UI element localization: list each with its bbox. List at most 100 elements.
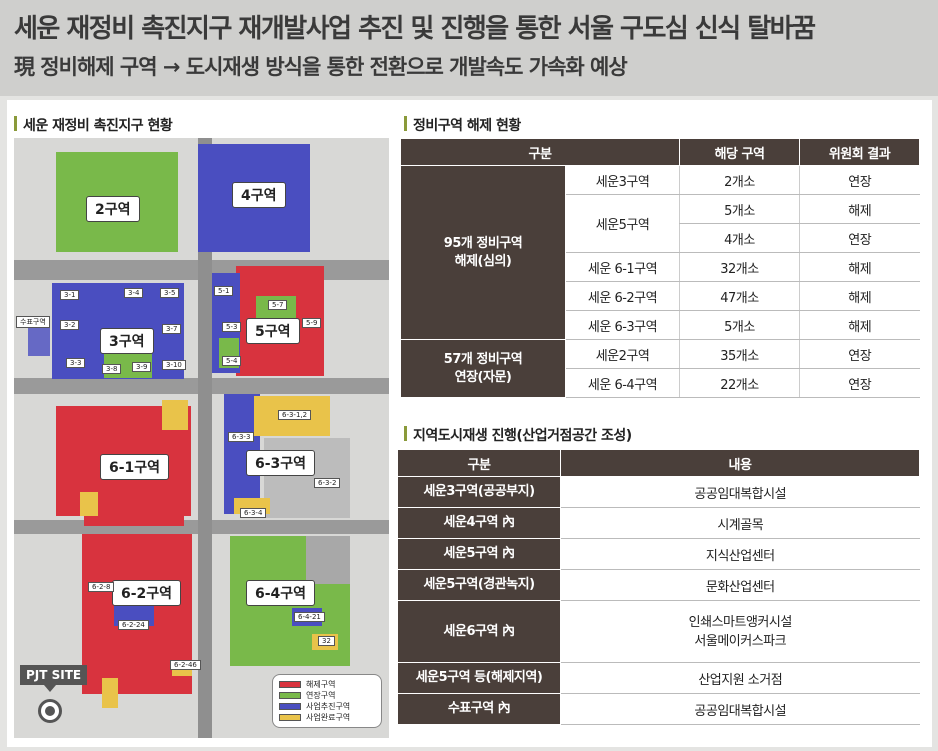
sub-label: 6-2-46 — [170, 660, 201, 670]
zone-label-6-4: 6-4구역 — [246, 580, 316, 606]
col-header: 구분 — [397, 449, 561, 477]
table-row: 수표구역 內 공공임대복합시설 — [397, 693, 920, 725]
table-row: 세운 6-1구역 32개소 해제 — [401, 252, 920, 282]
zone-6-1-yellow — [162, 400, 188, 430]
legend-label: 사업추진구역 — [306, 702, 351, 711]
zone-6-2-yellow2 — [172, 666, 192, 676]
legend-label: 사업완료구역 — [306, 713, 351, 722]
subheadline: 現 정비해제 구역 → 도시재생 방식을 통한 전환으로 개발속도 가속화 예상 — [14, 55, 628, 79]
cell: 세운5구역 — [565, 194, 680, 253]
legend-item: 사업완료구역 — [279, 712, 375, 723]
cell: 세운 6-2구역 — [565, 281, 680, 311]
col-header: 구분 — [400, 138, 680, 166]
sub-label: 6-2-8 — [88, 582, 115, 592]
group-label: 95개 정비구역 해제(심의) — [400, 165, 566, 340]
cell: 연장 — [799, 368, 920, 398]
sub-label: 6-3-4 — [240, 508, 267, 518]
cell: 35개소 — [679, 339, 800, 369]
regeneration-table: 구분 내용 세운3구역(공공부지) 공공임대복합시설 세운4구역 內 시계골목 세운… — [397, 449, 920, 725]
map-legend: 해제구역 연장구역 사업추진구역 사업완료구역 — [272, 674, 382, 728]
cell: 지식산업센터 — [560, 538, 920, 570]
road — [198, 138, 212, 738]
sub-label: 32 — [318, 636, 335, 646]
table-row: 세운6구역 內 인쇄스마트앵커시설 서울메이커스파크 — [397, 600, 920, 663]
table-row: 세운3구역(공공부지) 공공임대복합시설 — [397, 476, 920, 508]
table-row: 세운 6-3구역 5개소 해제 — [401, 310, 920, 340]
table-row: 세운5구역(경관녹지) 문화산업센터 — [397, 569, 920, 601]
col-header: 내용 — [560, 449, 920, 477]
col-header: 위원회 결과 — [799, 138, 920, 166]
cell: 세운 6-3구역 — [565, 310, 680, 340]
cell: 연장 — [799, 165, 920, 195]
zone-6-1-block-lower — [84, 516, 184, 526]
cell: 연장 — [799, 339, 920, 369]
cell: 세운2구역 — [565, 339, 680, 369]
sub-label: 3-3 — [66, 358, 86, 368]
legend-swatch-yellow — [279, 714, 301, 721]
row-label: 세운5구역 등(해제지역) — [397, 662, 561, 694]
table1-title: 정비구역 해제 현황 — [404, 115, 521, 135]
cell: 해제 — [799, 281, 920, 311]
sub-label: 6-3-1,2 — [278, 410, 312, 420]
release-status-table: 구분 해당 구역 위원회 결과 95개 정비구역 해제(심의) 세운3구역 2개… — [400, 138, 920, 398]
sub-label: 3-1 — [60, 290, 80, 300]
zone-label-6-1: 6-1구역 — [100, 454, 170, 480]
cell: 인쇄스마트앵커시설 서울메이커스파크 — [560, 600, 920, 663]
cell: 47개소 — [679, 281, 800, 311]
legend-swatch-blue — [279, 703, 301, 710]
row-label: 세운3구역(공공부지) — [397, 476, 561, 508]
row-label: 수표구역 內 — [397, 693, 561, 725]
table2-title: 지역도시재생 진행(산업거점공간 조성) — [404, 425, 632, 445]
map-section-title: 세운 재정비 촉진지구 현황 — [14, 115, 173, 135]
table-row: 세운 6-4구역 22개소 연장 — [401, 368, 920, 398]
sub-label: 5-7 — [268, 300, 288, 310]
row-label: 세운6구역 內 — [397, 600, 561, 663]
cell: 시계골목 — [560, 507, 920, 539]
cell: 22개소 — [679, 368, 800, 398]
table-row: 4개소 연장 — [401, 223, 920, 253]
legend-label: 해제구역 — [306, 680, 336, 689]
sub-label: 3-4 — [124, 288, 144, 298]
legend-item: 해제구역 — [279, 679, 375, 690]
cell: 32개소 — [679, 252, 800, 282]
table-row: 세운5구역 內 지식산업센터 — [397, 538, 920, 570]
cell: 해제 — [799, 310, 920, 340]
row-label: 세운4구역 內 — [397, 507, 561, 539]
group-label: 57개 정비구역 연장(자문) — [400, 339, 566, 398]
zone-6-4-grey — [306, 536, 350, 584]
cell: 공공임대복합시설 — [560, 476, 920, 508]
table-row: 세운4구역 內 시계골목 — [397, 507, 920, 539]
legend-swatch-green — [279, 692, 301, 699]
zone-6-1-yellow2 — [80, 492, 98, 516]
sub-label: 6-3-2 — [314, 478, 341, 488]
sub-label: 5-1 — [214, 286, 234, 296]
cell: 산업지원 소거점 — [560, 662, 920, 694]
location-pin-icon — [38, 699, 62, 723]
zone-6-2-yellow — [102, 678, 118, 708]
cell: 5개소 — [679, 310, 800, 340]
cell: 2개소 — [679, 165, 800, 195]
site-map: 2구역 4구역 3구역 5구역 6-1구역 6-3구역 6-2구역 6-4구역 … — [14, 138, 389, 738]
sub-label: 6-4-21 — [294, 612, 325, 622]
sub-label: 5-3 — [222, 322, 242, 332]
sub-label: 3-10 — [162, 360, 186, 370]
cell: 문화산업센터 — [560, 569, 920, 601]
sub-label: 6-3-3 — [228, 432, 255, 442]
zone-label-4: 4구역 — [232, 182, 286, 208]
cell: 연장 — [799, 223, 920, 253]
row-label: 세운5구역 內 — [397, 538, 561, 570]
pjt-site-marker: PJT SITE — [20, 665, 88, 723]
table-row: 세운 6-2구역 47개소 해제 — [401, 281, 920, 311]
zone-label-3: 3구역 — [100, 328, 154, 354]
cell: 5개소 — [679, 194, 800, 224]
legend-item: 연장구역 — [279, 690, 375, 701]
sub-label: 5-4 — [222, 356, 242, 366]
cell: 공공임대복합시설 — [560, 693, 920, 725]
cell: 세운 6-4구역 — [565, 368, 680, 398]
cell: 해제 — [799, 194, 920, 224]
legend-item: 사업추진구역 — [279, 701, 375, 712]
table-row: 세운5구역 등(해제지역) 산업지원 소거점 — [397, 662, 920, 694]
headline: 세운 재정비 촉진지구 재개발사업 추진 및 진행을 통한 서울 구도심 신식 … — [14, 14, 816, 44]
sub-label: 3-2 — [60, 320, 80, 330]
sub-label: 3-5 — [160, 288, 180, 298]
